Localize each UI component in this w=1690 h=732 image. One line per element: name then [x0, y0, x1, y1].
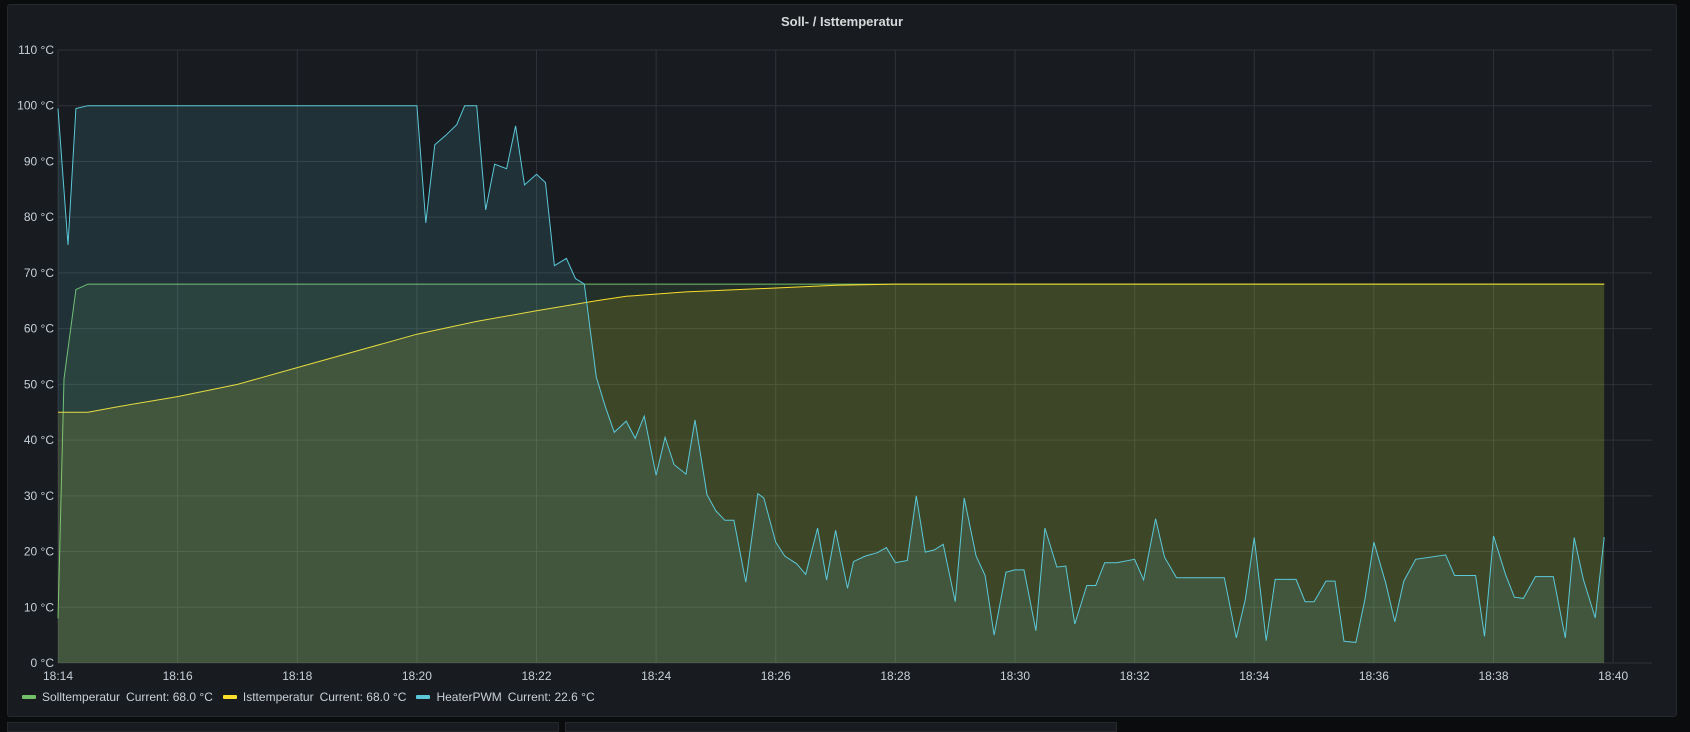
line-heaterpwm [57, 105, 1605, 643]
y-tick-label: 80 °C [24, 210, 54, 224]
legend-swatch [222, 695, 237, 699]
x-tick-label: 18:40 [1598, 669, 1628, 683]
area-heaterpwm [58, 105, 1605, 663]
y-tick-label: 10 °C [24, 600, 54, 614]
legend-label: Isttemperatur [242, 690, 314, 704]
y-tick-label: 30 °C [24, 489, 54, 503]
area-isttemperatur [58, 284, 1605, 663]
y-tick-label: 110 °C [18, 43, 54, 57]
panel-title[interactable]: Soll- / Isttemperatur [780, 14, 904, 29]
x-tick-label: 18:24 [641, 669, 671, 683]
legend-label: Solltemperatur [42, 690, 121, 704]
line-solltemperatur [57, 283, 1605, 619]
next-panel [7, 722, 559, 732]
x-tick-label: 18:32 [1120, 669, 1150, 683]
legend-current: Current: 68.0 °C [319, 690, 407, 704]
legend-item-isttemperatur[interactable]: Isttemperatur Current: 68.0 °C [222, 690, 407, 704]
x-tick-label: 18:34 [1239, 669, 1269, 683]
x-tick-label: 18:38 [1478, 669, 1508, 683]
y-tick-label: 20 °C [24, 545, 54, 559]
y-tick-label: 40 °C [24, 433, 54, 447]
area-solltemperatur [58, 284, 1605, 663]
y-tick-label: 0 °C [31, 656, 55, 670]
y-tick-label: 70 °C [24, 266, 54, 280]
x-tick-label: 18:30 [1000, 669, 1030, 683]
y-tick-label: 50 °C [24, 377, 54, 391]
next-panel [565, 722, 1117, 732]
x-tick-label: 18:26 [761, 669, 791, 683]
legend-current: Current: 22.6 °C [507, 690, 595, 704]
x-tick-label: 18:28 [880, 669, 910, 683]
legend-swatch [22, 695, 36, 699]
line-isttemperatur [58, 283, 1605, 413]
y-tick-label: 100 °C [17, 99, 54, 113]
x-tick-label: 18:36 [1359, 669, 1389, 683]
legend-label: HeaterPWM [436, 690, 502, 704]
x-tick-label: 18:22 [521, 669, 551, 683]
x-tick-label: 18:16 [163, 669, 193, 683]
x-tick-label: 18:18 [282, 669, 312, 683]
x-tick-label: 18:14 [43, 669, 73, 683]
chart-panel: Soll- / Isttemperatur [7, 4, 1677, 717]
y-tick-label: 60 °C [24, 322, 54, 336]
legend: Solltemperatur Current: 68.0 °C Isttempe… [22, 690, 595, 704]
legend-current: Current: 68.0 °C [126, 690, 213, 704]
legend-item-heaterpwm[interactable]: HeaterPWM Current: 22.6 °C [416, 690, 595, 704]
legend-item-solltemperatur[interactable]: Solltemperatur Current: 68.0 °C [22, 690, 213, 704]
y-tick-label: 90 °C [24, 154, 54, 168]
x-tick-label: 18:20 [402, 669, 432, 683]
legend-swatch [416, 695, 431, 699]
